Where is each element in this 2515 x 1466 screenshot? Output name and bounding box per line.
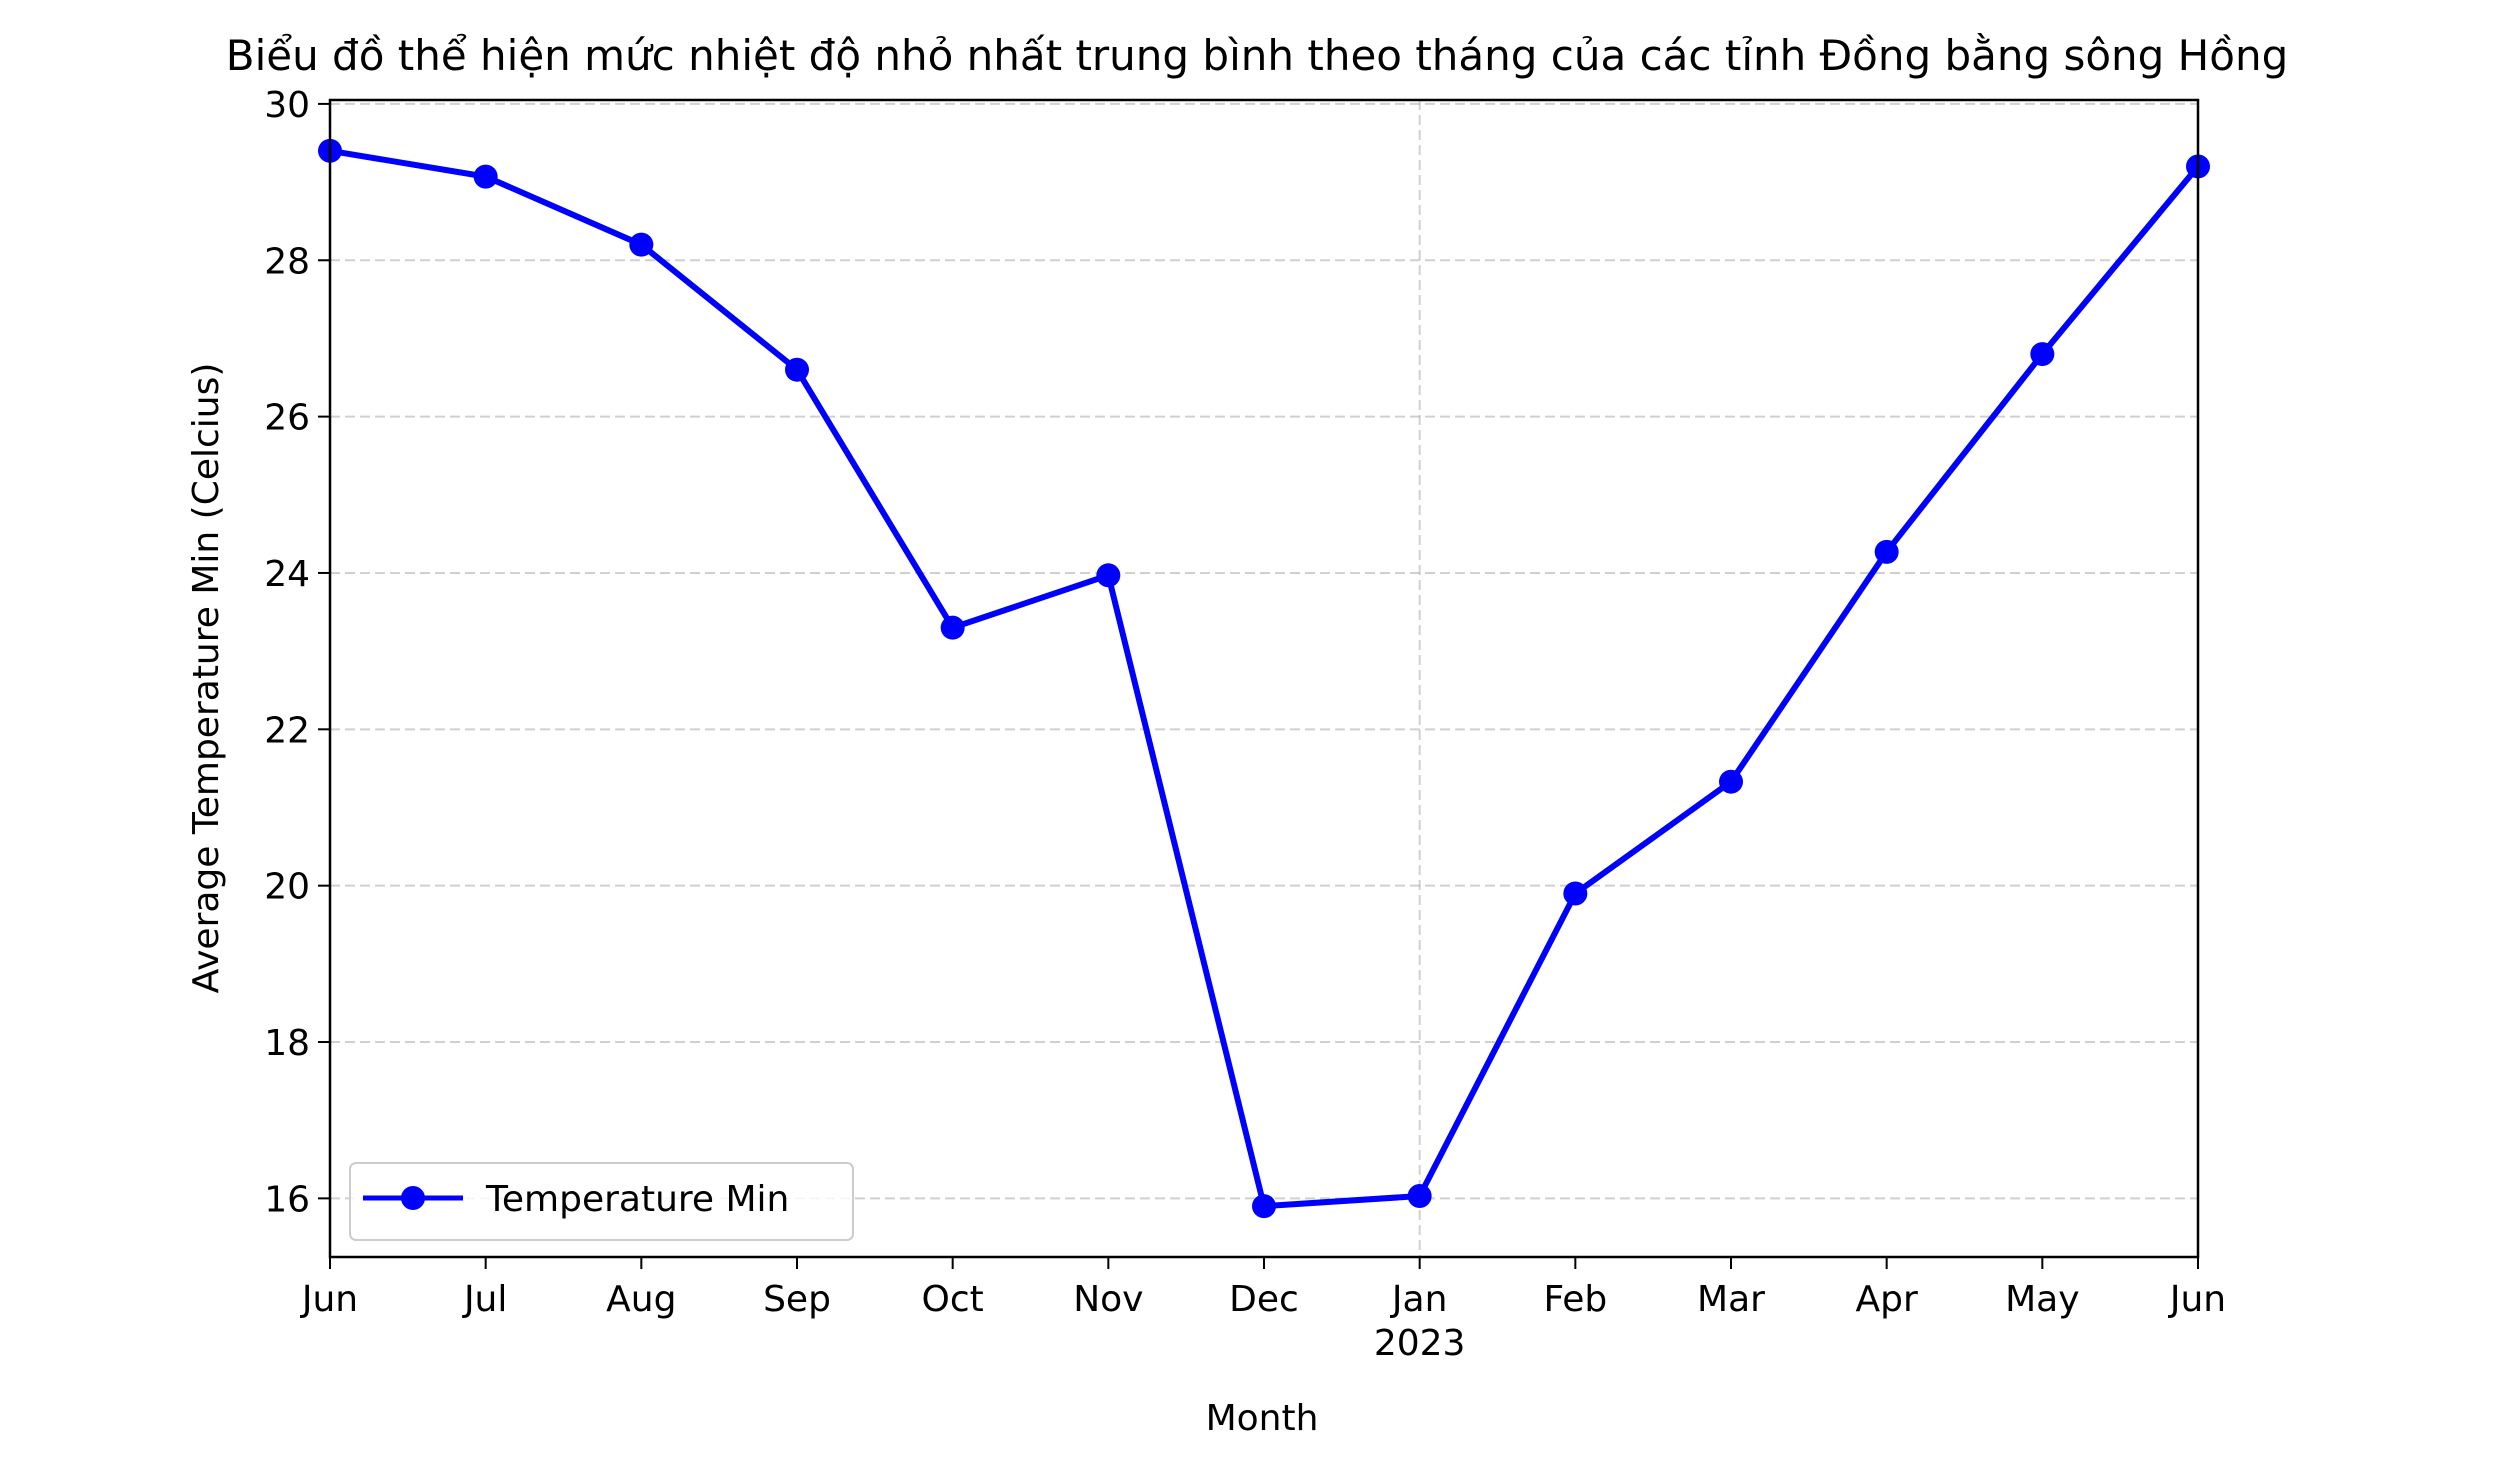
- data-point: [1407, 1184, 1432, 1209]
- y-axis-label: Average Temperature Min (Celcius): [186, 363, 227, 994]
- x-tick-label: Nov: [1073, 1279, 1143, 1320]
- x-tick-label: Feb: [1543, 1279, 1607, 1320]
- y-tick-label: 28: [264, 241, 310, 282]
- data-point: [940, 615, 965, 640]
- data-point: [473, 164, 498, 189]
- y-tick-label: 22: [264, 710, 310, 751]
- x-tick-label: Sep: [763, 1279, 831, 1320]
- x-tick-label: Dec: [1229, 1279, 1299, 1320]
- data-point: [629, 232, 654, 257]
- data-point: [1252, 1194, 1276, 1219]
- x-tick-label: Jun: [2168, 1279, 2226, 1320]
- y-tick-label: 18: [264, 1023, 310, 1064]
- chart-title: Biểu đồ thể hiện mức nhiệt độ nhỏ nhất t…: [226, 31, 2289, 80]
- data-point: [1719, 769, 1743, 794]
- series-layer: [318, 138, 2210, 1219]
- ticks-layer: 16 18 20 22 24 26 28 30 Jun Jul Aug Sep Oct Nov Dec Jan…: [264, 85, 2226, 1364]
- y-tick-label: 20: [264, 867, 310, 908]
- data-point: [1096, 563, 1121, 588]
- x-axis-label: Month: [1206, 1398, 1319, 1439]
- data-point: [2030, 342, 2055, 367]
- x-tick-label: Jan: [1390, 1279, 1448, 1320]
- plot-frame: [328, 98, 2200, 1259]
- x-tick-label: Apr: [1856, 1279, 1918, 1320]
- y-tick-label: 30: [264, 85, 310, 126]
- legend-marker-swatch: [401, 1186, 425, 1210]
- x-tick-label: Jun: [300, 1279, 358, 1320]
- grid-layer: [330, 100, 2198, 1257]
- legend: Temperature Min: [349, 1162, 854, 1241]
- legend-box: [349, 1162, 854, 1241]
- data-point: [785, 357, 809, 382]
- x-tick-year-label: 2023: [1374, 1323, 1466, 1364]
- y-tick-label: 24: [264, 554, 310, 595]
- y-tick-label: 26: [264, 398, 310, 439]
- x-tick-label: Oct: [922, 1279, 984, 1320]
- x-tick-label: Jul: [462, 1279, 507, 1320]
- y-tick-label: 16: [264, 1179, 310, 1220]
- x-tick-label: Aug: [606, 1279, 676, 1320]
- legend-series-label: Temperature Min: [485, 1179, 789, 1220]
- x-tick-label: Mar: [1697, 1279, 1765, 1320]
- x-tick-label: May: [2005, 1279, 2079, 1320]
- series-line: [329, 147, 2201, 1210]
- data-point: [1874, 539, 1899, 564]
- data-point: [1563, 881, 1588, 906]
